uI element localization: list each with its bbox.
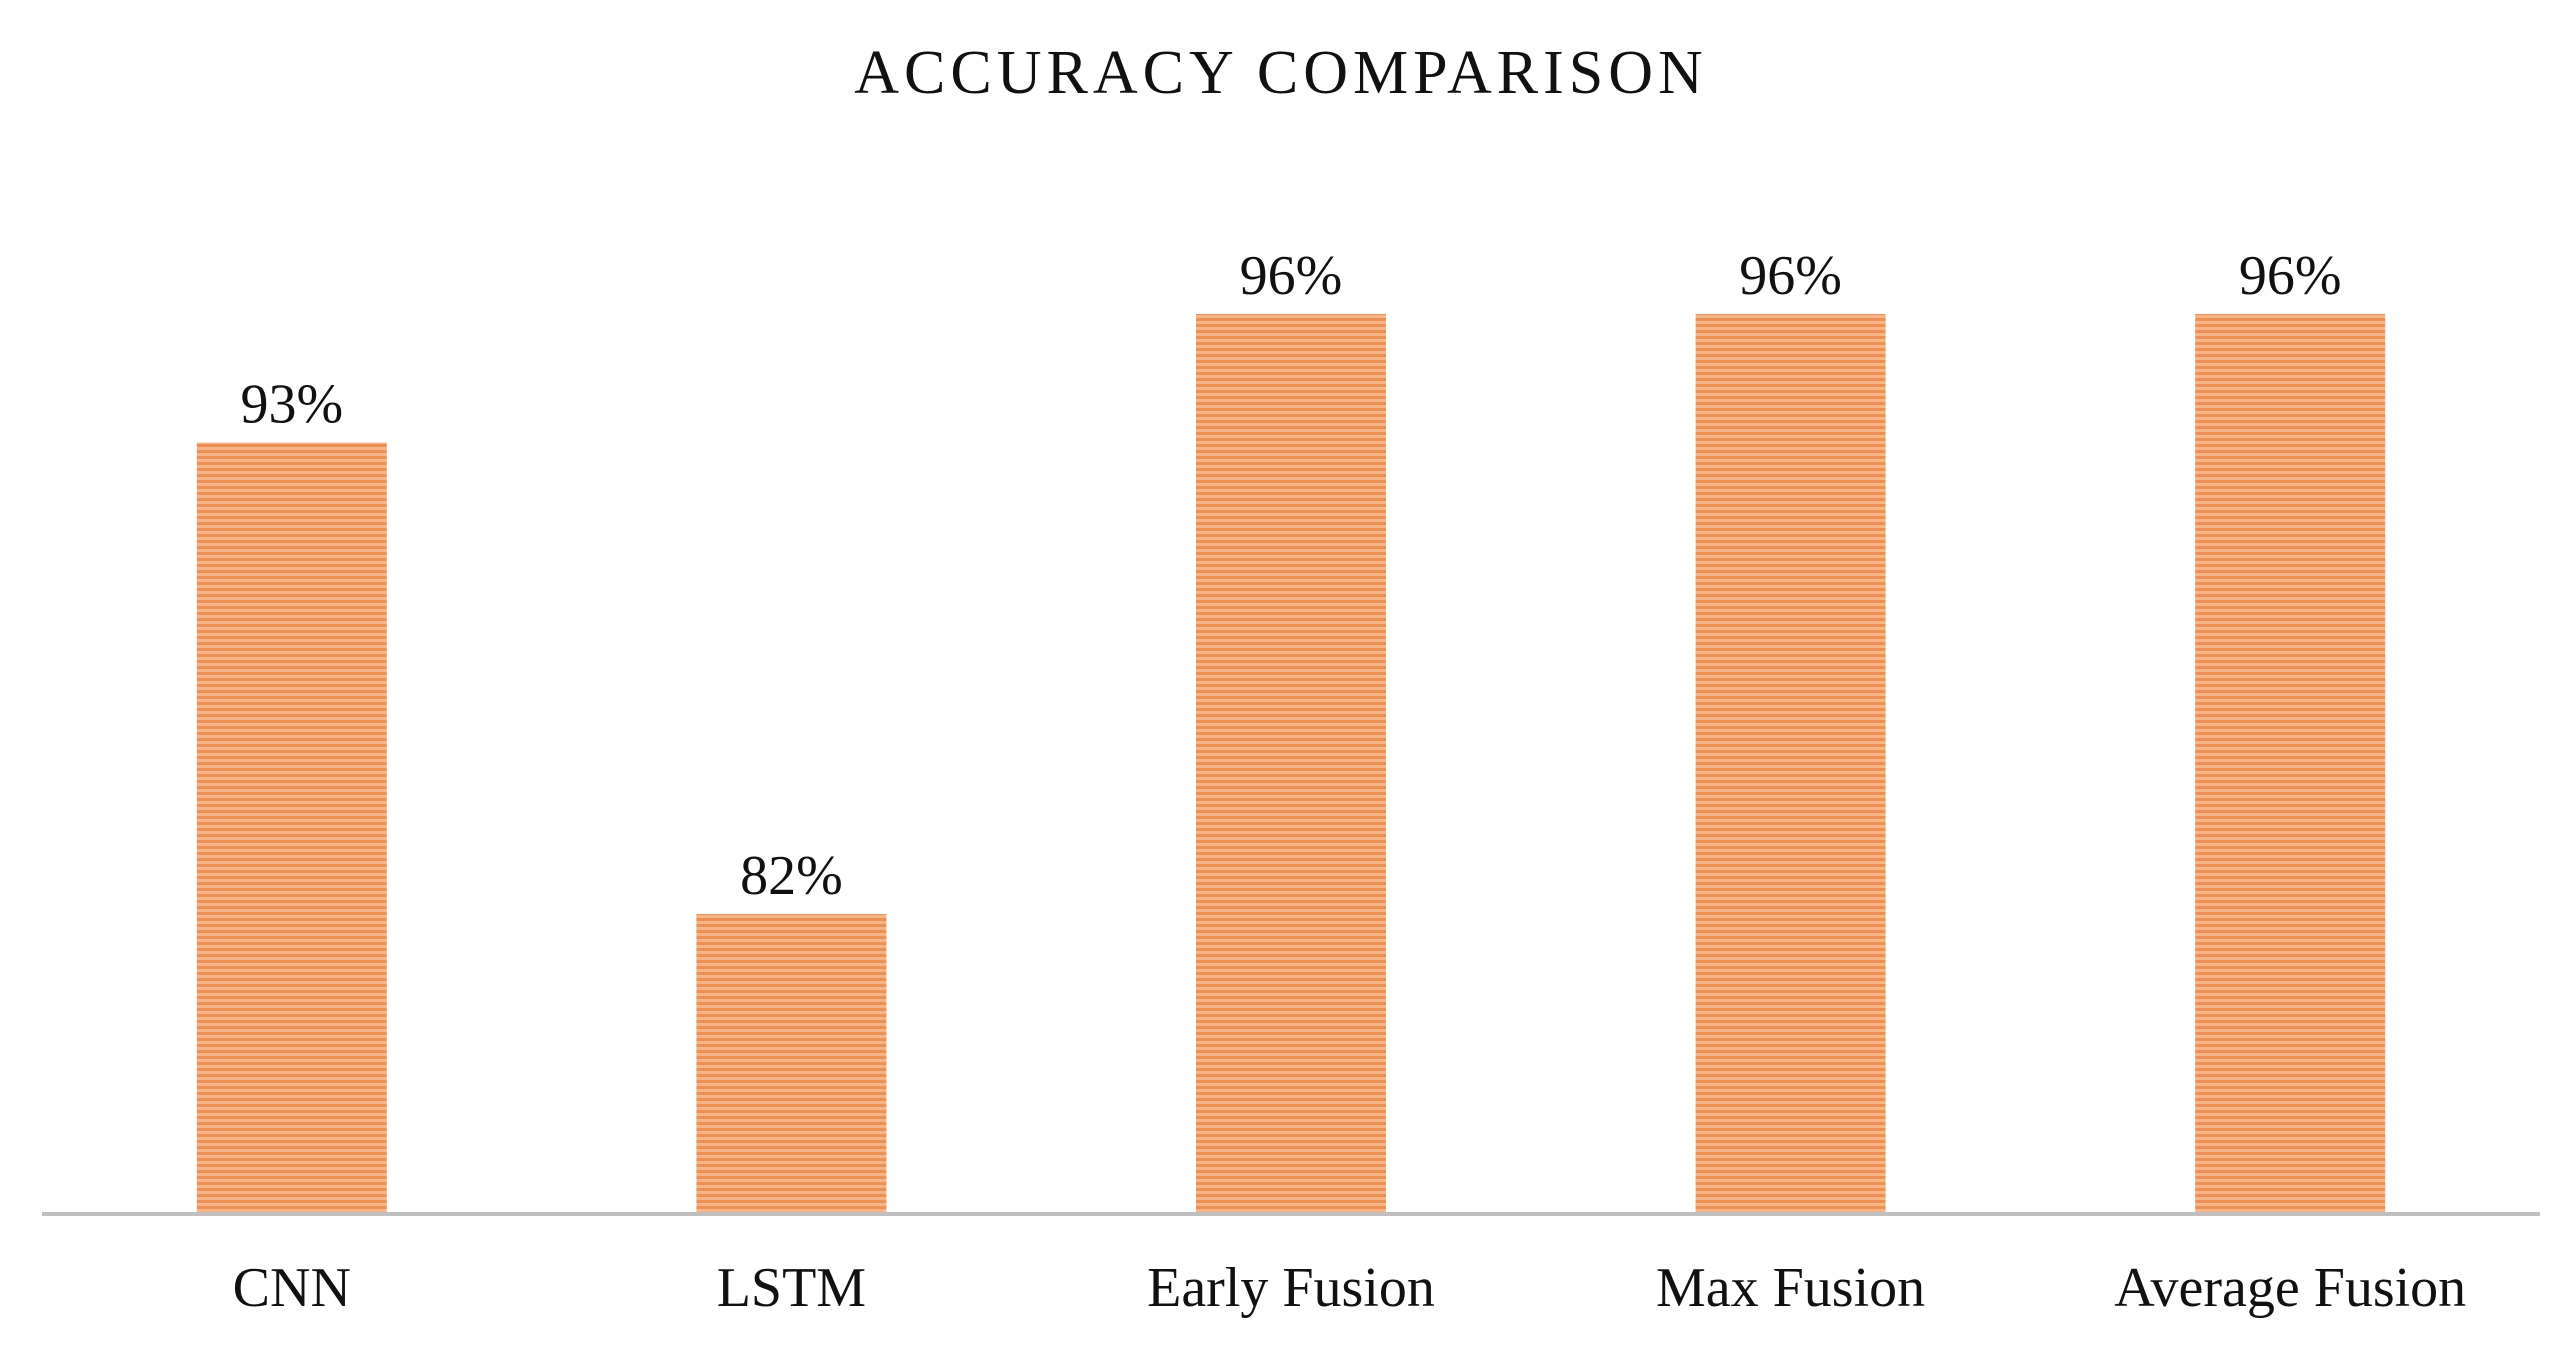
category-tick-label: Average Fusion: [2114, 1257, 2466, 1319]
data-label: 96%: [1739, 245, 1842, 307]
bar-early-fusion: [1196, 314, 1386, 1214]
category-tick-label: LSTM: [717, 1257, 866, 1319]
chart-title: ACCURACY COMPARISON: [854, 39, 1708, 107]
bar-average-fusion: [2195, 314, 2386, 1214]
data-label: 82%: [740, 845, 843, 907]
bar-cnn: [196, 442, 387, 1215]
labels-layer: 93% CNN 82% LSTM 96% Early Fusion 96% Max Fusio…: [233, 245, 2467, 1319]
category-tick-label: CNN: [233, 1257, 351, 1319]
data-label: 96%: [2239, 245, 2342, 307]
category-tick-label: Max Fusion: [1656, 1257, 1925, 1319]
bar-lstm: [696, 914, 887, 1214]
bar-max-fusion: [1695, 314, 1886, 1214]
data-label: 96%: [1240, 245, 1343, 307]
category-tick-label: Early Fusion: [1147, 1257, 1435, 1319]
data-label: 93%: [240, 374, 343, 436]
bars-layer: [196, 314, 2386, 1215]
